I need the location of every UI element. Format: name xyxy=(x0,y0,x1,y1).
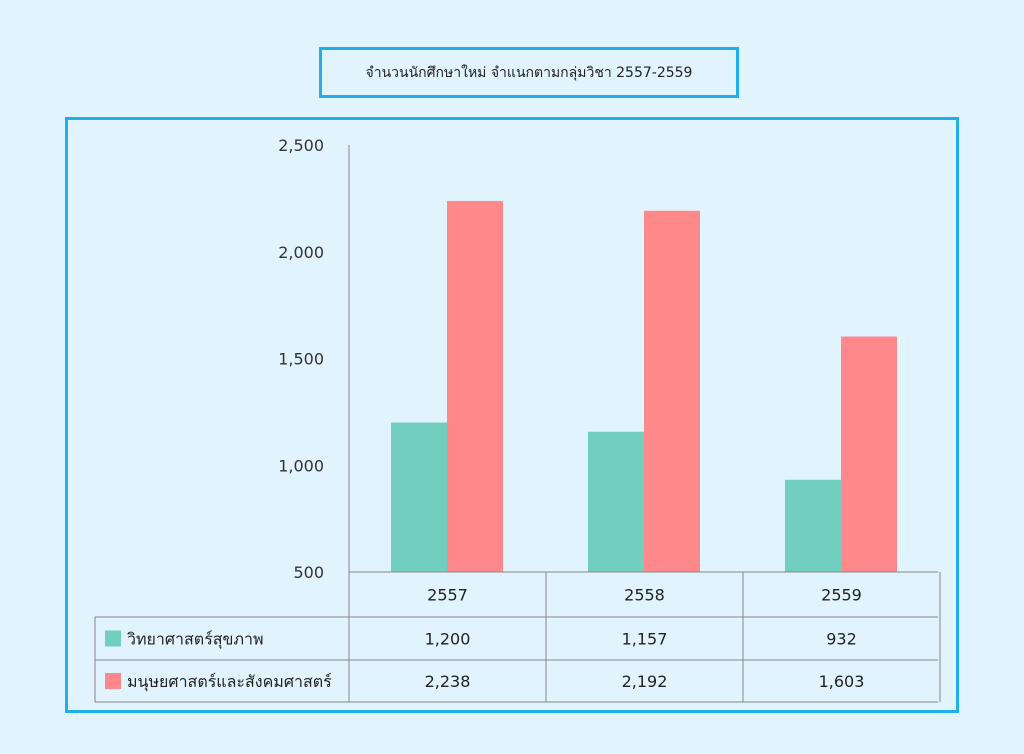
legend-label: วิทยาศาสตร์สุขภาพ xyxy=(127,630,264,650)
data-value-label: 2,238 xyxy=(425,672,471,691)
chart-svg: 500 1,000 1,500 2,000 2,500 2557 2558 2559 วิทยา… xyxy=(94,136,941,703)
bar-health-science-2559 xyxy=(785,479,841,572)
legend-swatch xyxy=(105,630,121,647)
data-value-label: 1,200 xyxy=(425,630,471,649)
bar-health-science-2557 xyxy=(391,422,447,572)
chart-title: จำนวนนักศึกษาใหม่ จำแนกตามกลุ่มวิชา 2557… xyxy=(319,47,739,98)
x-category-label: 2559 xyxy=(821,586,862,605)
y-tick-label: 2,000 xyxy=(278,243,324,262)
data-value-label: 1,603 xyxy=(819,672,865,691)
data-value-label: 932 xyxy=(826,630,857,649)
chart-frame: 500 1,000 1,500 2,000 2,500 2557 2558 2559 วิทยา… xyxy=(65,117,959,713)
legend-label: มนุษยศาสตร์และสังคมศาสตร์ xyxy=(127,672,332,692)
bar-humanities-2557 xyxy=(447,200,503,572)
data-value-label: 1,157 xyxy=(622,630,668,649)
bar-humanities-2558 xyxy=(644,210,700,572)
bar-health-science-2558 xyxy=(588,431,644,572)
y-tick-label: 1,000 xyxy=(278,456,324,475)
x-category-label: 2557 xyxy=(427,586,468,605)
data-value-label: 2,192 xyxy=(622,672,668,691)
bar-humanities-2559 xyxy=(841,336,897,572)
x-category-label: 2558 xyxy=(624,586,665,605)
legend-swatch xyxy=(105,673,121,689)
y-tick-label: 2,500 xyxy=(278,136,324,155)
y-tick-label: 1,500 xyxy=(278,350,324,369)
y-tick-label: 500 xyxy=(293,563,324,582)
